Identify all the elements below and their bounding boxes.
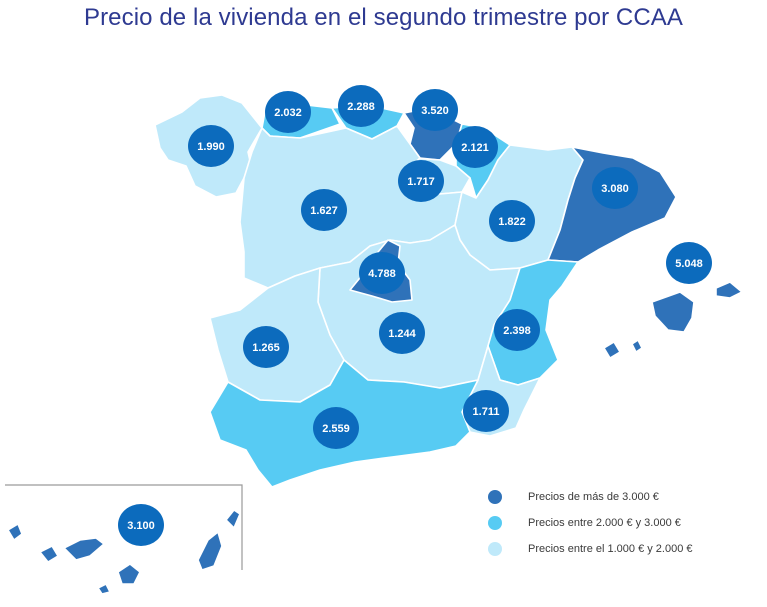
- badge-label-galicia: 1.990: [197, 141, 225, 153]
- badge-cataluna: 3.080: [592, 167, 638, 209]
- badge-cantabria: 2.288: [338, 85, 384, 127]
- badge-label-la-rioja: 1.717: [407, 176, 435, 188]
- badge-label-asturias: 2.032: [274, 107, 302, 119]
- badge-murcia: 1.711: [463, 390, 509, 432]
- badge-label-castilla-y-leon: 1.627: [310, 205, 338, 217]
- badge-comunidad-valenciana: 2.398: [494, 309, 540, 351]
- badge-label-pais-vasco: 3.520: [421, 105, 449, 117]
- badge-la-rioja: 1.717: [398, 160, 444, 202]
- badge-aragon: 1.822: [489, 200, 535, 242]
- badge-label-murcia: 1.711: [473, 406, 500, 418]
- badge-castilla-y-leon: 1.627: [301, 189, 347, 231]
- badge-navarra: 2.121: [452, 126, 498, 168]
- badge-label-madrid: 4.788: [368, 268, 396, 280]
- badge-label-baleares: 5.048: [675, 258, 703, 270]
- badge-label-canarias: 3.100: [127, 520, 155, 532]
- badge-asturias: 2.032: [265, 91, 311, 133]
- badge-galicia: 1.990: [188, 125, 234, 167]
- region-canarias[interactable]: [7, 509, 241, 595]
- badge-castilla-la-mancha: 1.244: [379, 312, 425, 354]
- legend: Precios de más de 3.000 € Precios entre …: [488, 484, 748, 562]
- badge-label-cataluna: 3.080: [601, 183, 629, 195]
- badge-label-aragon: 1.822: [498, 216, 526, 228]
- badge-pais-vasco: 3.520: [412, 89, 458, 131]
- legend-label-mid: Precios entre 2.000 € y 3.000 €: [528, 517, 681, 529]
- legend-label-low: Precios entre el 1.000 € y 2.000 €: [528, 543, 693, 555]
- badge-label-comunidad-valenciana: 2.398: [503, 325, 531, 337]
- badge-label-cantabria: 2.288: [347, 101, 375, 113]
- canarias-inset-frame: [5, 484, 243, 570]
- badge-label-extremadura: 1.265: [252, 342, 280, 354]
- legend-dot-high: [488, 490, 502, 504]
- map-title: Precio de la vivienda en el segundo trim…: [83, 4, 684, 31]
- badge-label-navarra: 2.121: [461, 142, 489, 154]
- badge-baleares: 5.048: [666, 242, 712, 284]
- badge-canarias: 3.100: [118, 504, 164, 546]
- badge-extremadura: 1.265: [243, 326, 289, 368]
- legend-dot-mid: [488, 516, 502, 530]
- badge-andalucia: 2.559: [313, 407, 359, 449]
- badge-madrid: 4.788: [359, 252, 405, 294]
- legend-item-mid: Precios entre 2.000 € y 3.000 €: [488, 510, 748, 536]
- legend-item-high: Precios de más de 3.000 €: [488, 484, 748, 510]
- region-baleares[interactable]: [603, 281, 743, 359]
- legend-label-high: Precios de más de 3.000 €: [528, 491, 659, 503]
- legend-item-low: Precios entre el 1.000 € y 2.000 €: [488, 536, 748, 562]
- badge-label-castilla-la-mancha: 1.244: [388, 328, 416, 340]
- legend-dot-low: [488, 542, 502, 556]
- badge-label-andalucia: 2.559: [322, 423, 350, 435]
